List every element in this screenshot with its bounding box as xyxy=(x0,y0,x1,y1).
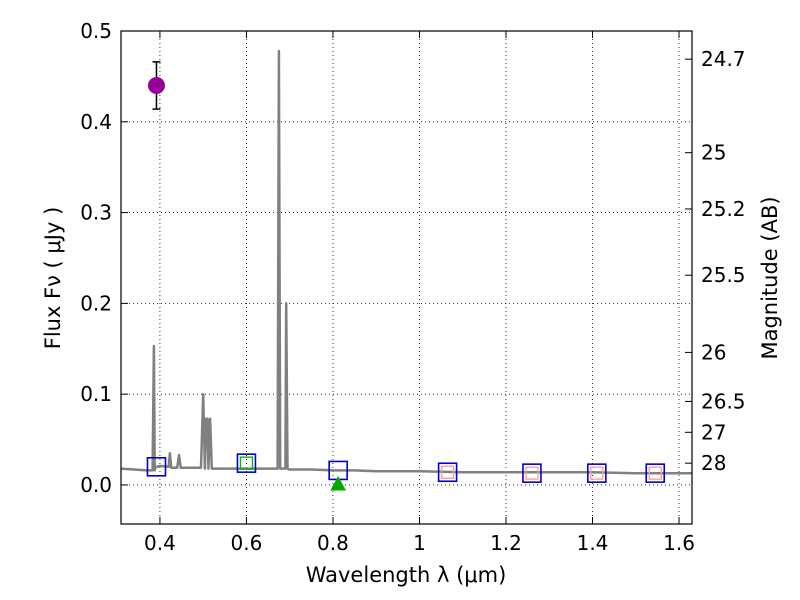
y-tick-label: 0.3 xyxy=(80,201,112,225)
y2-tick-label: 25 xyxy=(701,141,726,165)
y2-tick-label: 24.7 xyxy=(701,47,746,71)
data-series xyxy=(120,49,692,491)
y-axis-label: Flux Fν ( μJy ) xyxy=(41,207,65,350)
model-photometry-square xyxy=(522,463,542,483)
observed-flux-square xyxy=(648,466,662,480)
y2-tick-label: 26.5 xyxy=(701,389,746,413)
model-photometry-square xyxy=(146,457,167,477)
model-photometry-square xyxy=(236,453,257,473)
y-tick-label: 0.1 xyxy=(80,382,112,406)
observed-flux-square xyxy=(440,465,455,479)
y2-axis-label: Magnitude (AB) xyxy=(758,196,782,359)
model-spectrum-line xyxy=(120,49,692,475)
y2-tick-label: 28 xyxy=(701,451,726,475)
observed-flux-square xyxy=(525,466,539,480)
observed-flux-square xyxy=(239,456,254,470)
model-photometry-square xyxy=(587,463,607,483)
x-tick-label: 1.4 xyxy=(577,531,609,555)
x-tick-label: 0.6 xyxy=(231,531,263,555)
y-tick-label: 0.5 xyxy=(80,19,112,43)
grid-lines xyxy=(121,30,692,524)
plot-frame xyxy=(120,30,693,525)
x-tick-label: 1 xyxy=(413,531,426,555)
x-tick-label: 1.6 xyxy=(663,531,695,555)
x-tick-label: 1.2 xyxy=(490,531,522,555)
detection-point xyxy=(147,76,165,94)
y-tick-label: 0.0 xyxy=(80,473,112,497)
y2-tick-label: 25.5 xyxy=(701,263,746,287)
observed-flux-square xyxy=(590,466,604,480)
x-axis-label: Wavelength λ (μm) xyxy=(306,563,507,587)
y-tick-label: 0.2 xyxy=(80,291,112,315)
axis-ticks: 0.4 0.6 0.8 1 1.2 1.4 1.6 0.0 0.1 0.2 0.3 0.4 0.5 24.… xyxy=(80,19,745,555)
y2-tick-label: 27 xyxy=(701,420,726,444)
model-photometry-square xyxy=(437,462,458,483)
y2-tick-label: 26 xyxy=(701,340,726,364)
x-tick-label: 0.8 xyxy=(317,531,349,555)
y2-tick-label: 25.2 xyxy=(701,197,746,221)
y-tick-label: 0.4 xyxy=(80,110,112,134)
upper-limit-marker xyxy=(330,475,346,491)
model-photometry-square xyxy=(645,463,666,483)
x-tick-label: 0.4 xyxy=(144,531,176,555)
